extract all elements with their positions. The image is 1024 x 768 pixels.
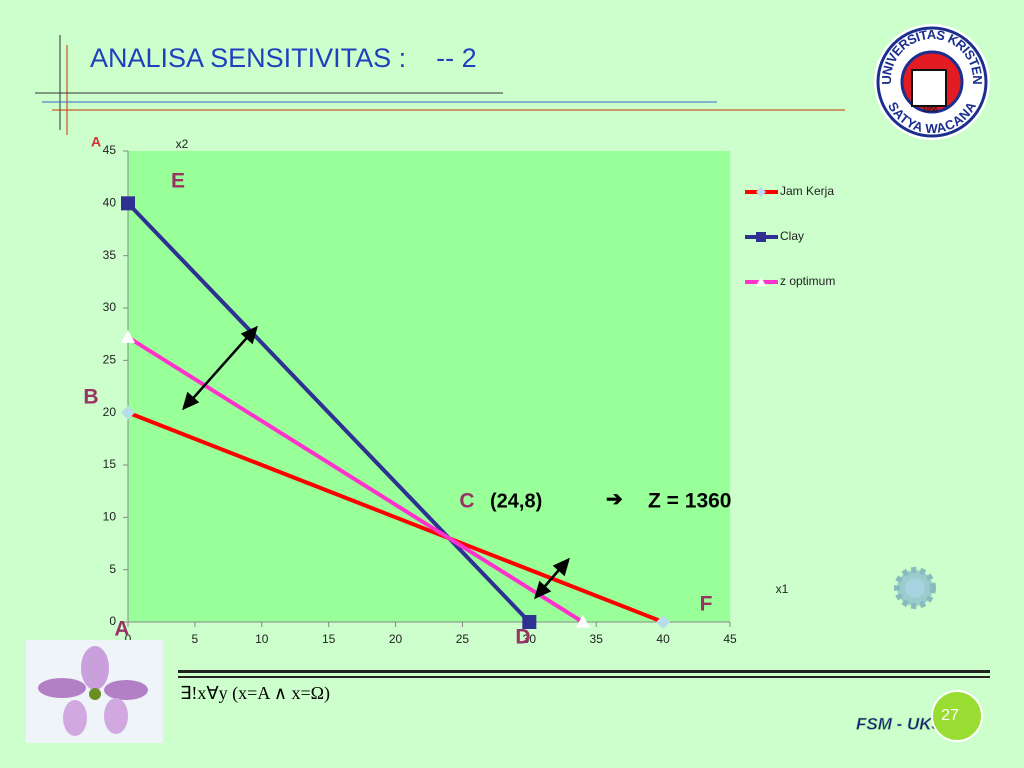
logo: UNIVERSITAS KRISTEN SATYA WACANA 1956 (874, 24, 990, 140)
y-tick-label: 0 (109, 614, 116, 628)
legend-label: Jam Kerja (780, 184, 834, 198)
y-tick-label: 15 (103, 457, 117, 471)
page-number: 27 (941, 707, 959, 724)
legend-marker (756, 277, 766, 286)
flower-image (26, 640, 163, 743)
marker (522, 615, 537, 629)
x-tick-label: 40 (656, 632, 670, 646)
y-tick-label: 35 (103, 248, 117, 262)
x-tick-label: 5 (192, 632, 199, 646)
marker (656, 615, 671, 629)
page-number-badge (931, 690, 983, 742)
formula: ∃!x∀y (x=A ∧ x=Ω) (180, 683, 330, 704)
series-line (127, 410, 664, 624)
x-axis-label: x1 (776, 582, 789, 596)
implies-arrow: ➔ (606, 488, 623, 510)
x-tick-label: 35 (590, 632, 604, 646)
y-tick-label: 20 (103, 405, 117, 419)
annotation: C (459, 490, 474, 513)
annotation: B (83, 386, 98, 409)
annotation: F (700, 593, 713, 616)
y-tick-label: 5 (109, 562, 116, 576)
slide-title: ANALISA SENSITIVITAS : -- 2 (90, 43, 477, 73)
logo-year: 1956 (922, 107, 938, 114)
marker (121, 196, 135, 211)
y-tick-label: 10 (103, 510, 117, 524)
annotation: Z = 1360 (648, 490, 731, 513)
x-tick-label: 25 (456, 632, 470, 646)
legend-label: Clay (780, 229, 804, 243)
double-arrows (182, 325, 570, 600)
series-line (126, 201, 531, 624)
annotation: E (171, 170, 185, 193)
gear-icon (894, 567, 936, 609)
legend-marker (756, 232, 766, 242)
annotation: A (114, 618, 129, 641)
header-lines (35, 35, 845, 135)
chart: 0 5 10 15 20 25 30 35 40 45 0 5 10 15 20 25 30 35 40 45 x1 x2… (83, 134, 835, 649)
annotation: D (515, 626, 530, 649)
y-axis-label: x2 (176, 137, 189, 151)
x-tick-label: 10 (255, 632, 269, 646)
plot-area (128, 151, 730, 622)
x-tick-label: 20 (389, 632, 403, 646)
annotation: A (91, 134, 101, 150)
y-tick-label: 30 (103, 300, 117, 314)
x-tick-label: 0 (125, 632, 132, 646)
y-tick-label: 40 (103, 196, 117, 210)
legend-marker (756, 187, 766, 197)
marker (121, 330, 135, 343)
marker (575, 615, 590, 628)
footer-bars (178, 670, 990, 678)
y-tick-label: 25 (103, 353, 117, 367)
x-tick-label: 45 (723, 632, 737, 646)
marker (121, 405, 135, 420)
x-tick-label: 30 (523, 632, 537, 646)
x-tick-label: 15 (322, 632, 336, 646)
y-tick-label: 45 (103, 143, 117, 157)
legend-label: z optimum (780, 274, 835, 288)
annotation: (24,8) (490, 490, 542, 512)
